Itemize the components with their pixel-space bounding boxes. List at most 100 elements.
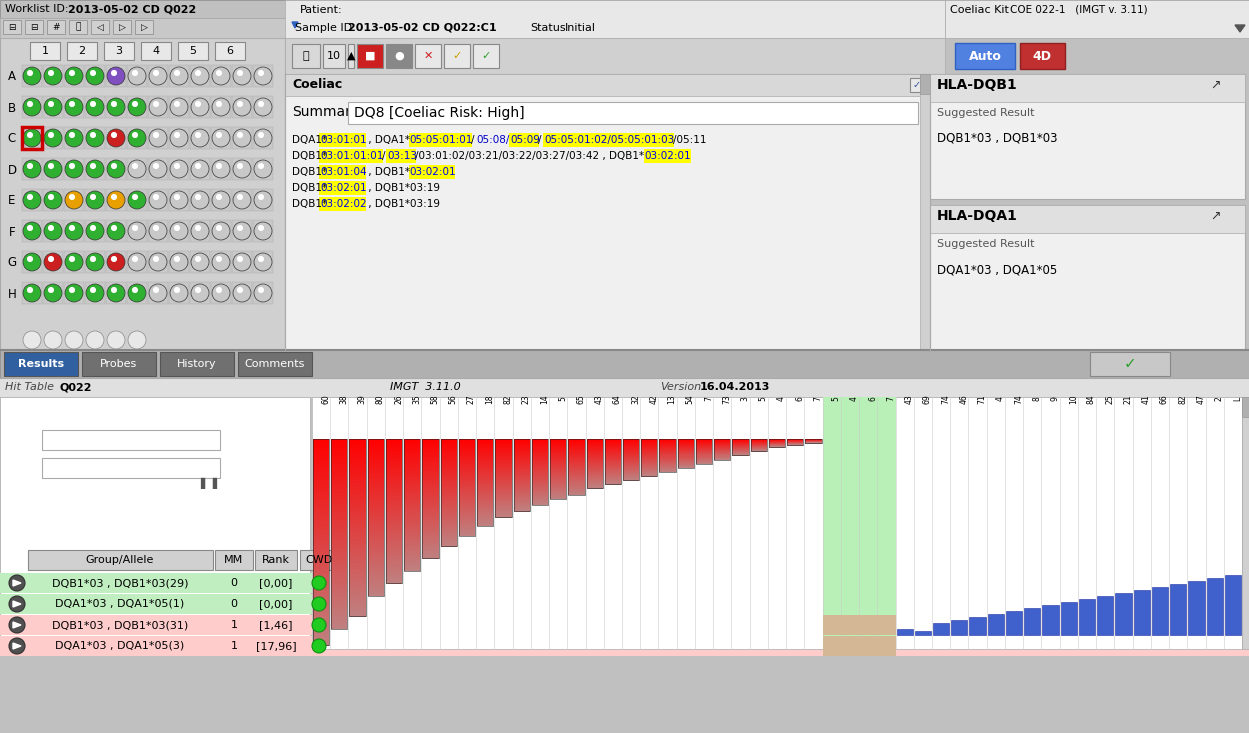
Bar [513, 446, 530, 448]
Bar [313, 607, 330, 608]
Bar [496, 480, 512, 482]
Bar [641, 469, 657, 471]
Bar [659, 463, 676, 464]
Bar [458, 503, 475, 504]
Circle shape [107, 191, 125, 209]
Bar [405, 509, 421, 511]
Bar [477, 485, 493, 486]
Bar [496, 489, 512, 490]
Bar [678, 452, 694, 454]
Bar [532, 447, 548, 449]
Circle shape [86, 253, 104, 271]
Text: 1: 1 [41, 46, 49, 56]
Bar [386, 537, 402, 539]
Bar [605, 474, 621, 476]
Bar [367, 492, 383, 494]
Bar [313, 540, 330, 542]
Bar [367, 562, 383, 564]
Bar [678, 446, 694, 448]
Bar [350, 445, 366, 446]
Bar [496, 454, 512, 455]
Bar [441, 449, 457, 451]
Bar [641, 465, 657, 467]
Bar [441, 460, 457, 462]
Bar [587, 487, 603, 488]
Bar [568, 447, 585, 449]
Bar [331, 576, 347, 578]
Bar [441, 487, 457, 489]
Circle shape [27, 256, 32, 262]
Bar [367, 527, 383, 528]
Bar [550, 464, 566, 466]
Bar [458, 444, 475, 446]
Bar [386, 455, 402, 457]
Bar [714, 452, 731, 453]
Bar [313, 553, 330, 554]
Circle shape [107, 331, 125, 349]
Bar [643, 149, 691, 163]
Bar [331, 488, 347, 490]
Bar [367, 496, 383, 498]
Text: 03:01:01: 03:01:01 [320, 135, 367, 145]
Bar [313, 629, 330, 630]
Circle shape [9, 638, 25, 654]
Bar [568, 460, 585, 461]
Bar [477, 513, 493, 515]
Bar [386, 491, 402, 493]
Bar [350, 592, 366, 594]
Bar [441, 501, 457, 503]
Circle shape [174, 225, 180, 231]
Bar [659, 441, 676, 443]
Bar [367, 449, 383, 451]
Circle shape [111, 225, 117, 231]
Bar [367, 473, 383, 475]
Bar [405, 468, 421, 470]
Bar [496, 509, 512, 511]
Bar [350, 490, 366, 492]
Bar [458, 465, 475, 467]
Bar [254, 220, 274, 242]
Bar [550, 496, 566, 497]
Bar [331, 515, 347, 516]
Circle shape [216, 256, 222, 262]
Bar [313, 598, 330, 600]
Text: 16.04.2013: 16.04.2013 [699, 382, 771, 392]
Polygon shape [1235, 25, 1245, 32]
Bar [127, 65, 147, 87]
Bar [27, 550, 214, 570]
Bar [550, 443, 566, 444]
Circle shape [86, 129, 104, 147]
Bar [350, 544, 366, 545]
Circle shape [259, 101, 264, 107]
Bar [477, 449, 493, 451]
Bar [659, 467, 676, 468]
Bar [422, 466, 438, 468]
Bar [441, 534, 457, 536]
Bar [714, 455, 731, 457]
Bar [331, 617, 347, 619]
Bar [127, 282, 147, 304]
Text: 03:02:01: 03:02:01 [644, 151, 692, 161]
Bar [422, 449, 438, 451]
Bar [659, 442, 676, 443]
Bar [405, 537, 421, 538]
Bar [550, 474, 566, 476]
Bar [386, 532, 402, 534]
Bar [331, 489, 347, 490]
Bar [678, 443, 694, 445]
Circle shape [22, 98, 41, 116]
Bar [623, 457, 639, 459]
Bar [496, 510, 512, 512]
Circle shape [65, 222, 82, 240]
Bar [422, 531, 438, 533]
Bar [67, 42, 97, 60]
Bar [422, 488, 438, 490]
Bar [211, 251, 231, 273]
Text: 03:13: 03:13 [387, 151, 417, 161]
Bar [405, 474, 421, 475]
Bar [331, 622, 347, 624]
Bar [513, 488, 530, 490]
Bar [386, 448, 402, 449]
Bar [331, 512, 347, 514]
Bar [367, 531, 383, 532]
